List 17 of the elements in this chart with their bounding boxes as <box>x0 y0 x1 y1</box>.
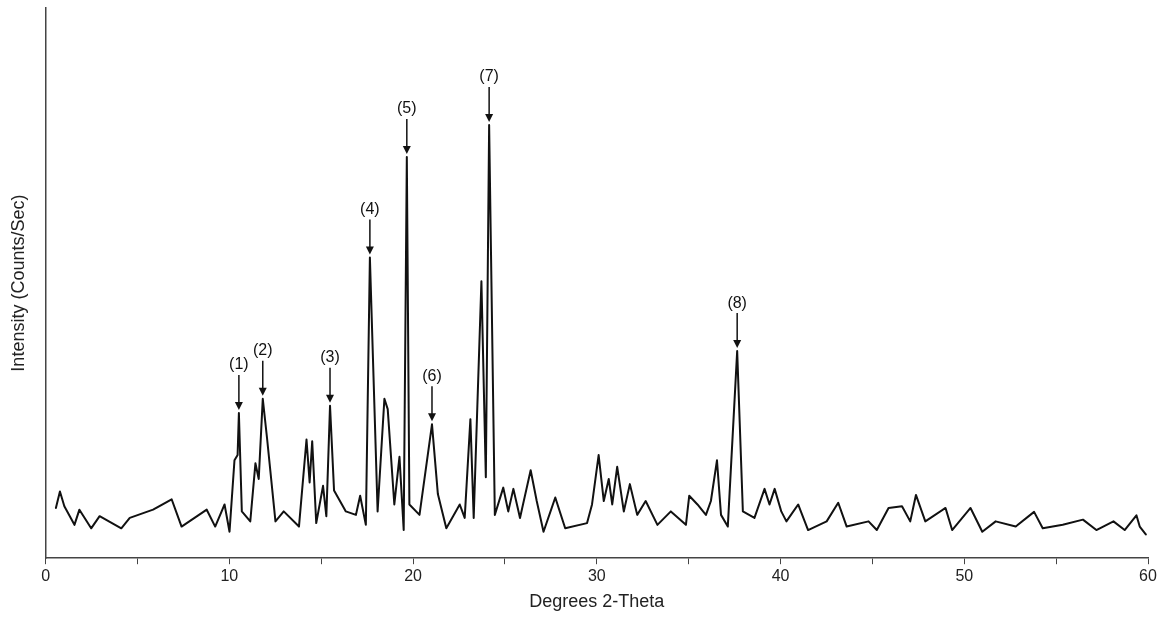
annotation: (3) <box>320 348 340 366</box>
x-tick-label: 30 <box>587 567 606 585</box>
x-tick-label: 40 <box>771 567 790 585</box>
x-tick-label: 10 <box>220 567 239 585</box>
annotation: (7) <box>479 67 499 85</box>
x-tick-label: 0 <box>41 567 51 585</box>
annotation: (1) <box>229 355 249 373</box>
x-tick-label: 60 <box>1139 567 1157 585</box>
annotation: (8) <box>727 293 747 311</box>
x-tick-label: 50 <box>955 567 974 585</box>
annotation: (4) <box>360 199 380 217</box>
annotation: (2) <box>252 341 273 359</box>
annotation: (6) <box>422 366 442 384</box>
x-tick-label: 20 <box>404 567 423 585</box>
x-axis-title: Degrees 2-Theta <box>529 591 666 612</box>
y-axis-title: Intensity (Counts/Sec) <box>7 194 28 372</box>
annotation: (5) <box>397 99 417 117</box>
